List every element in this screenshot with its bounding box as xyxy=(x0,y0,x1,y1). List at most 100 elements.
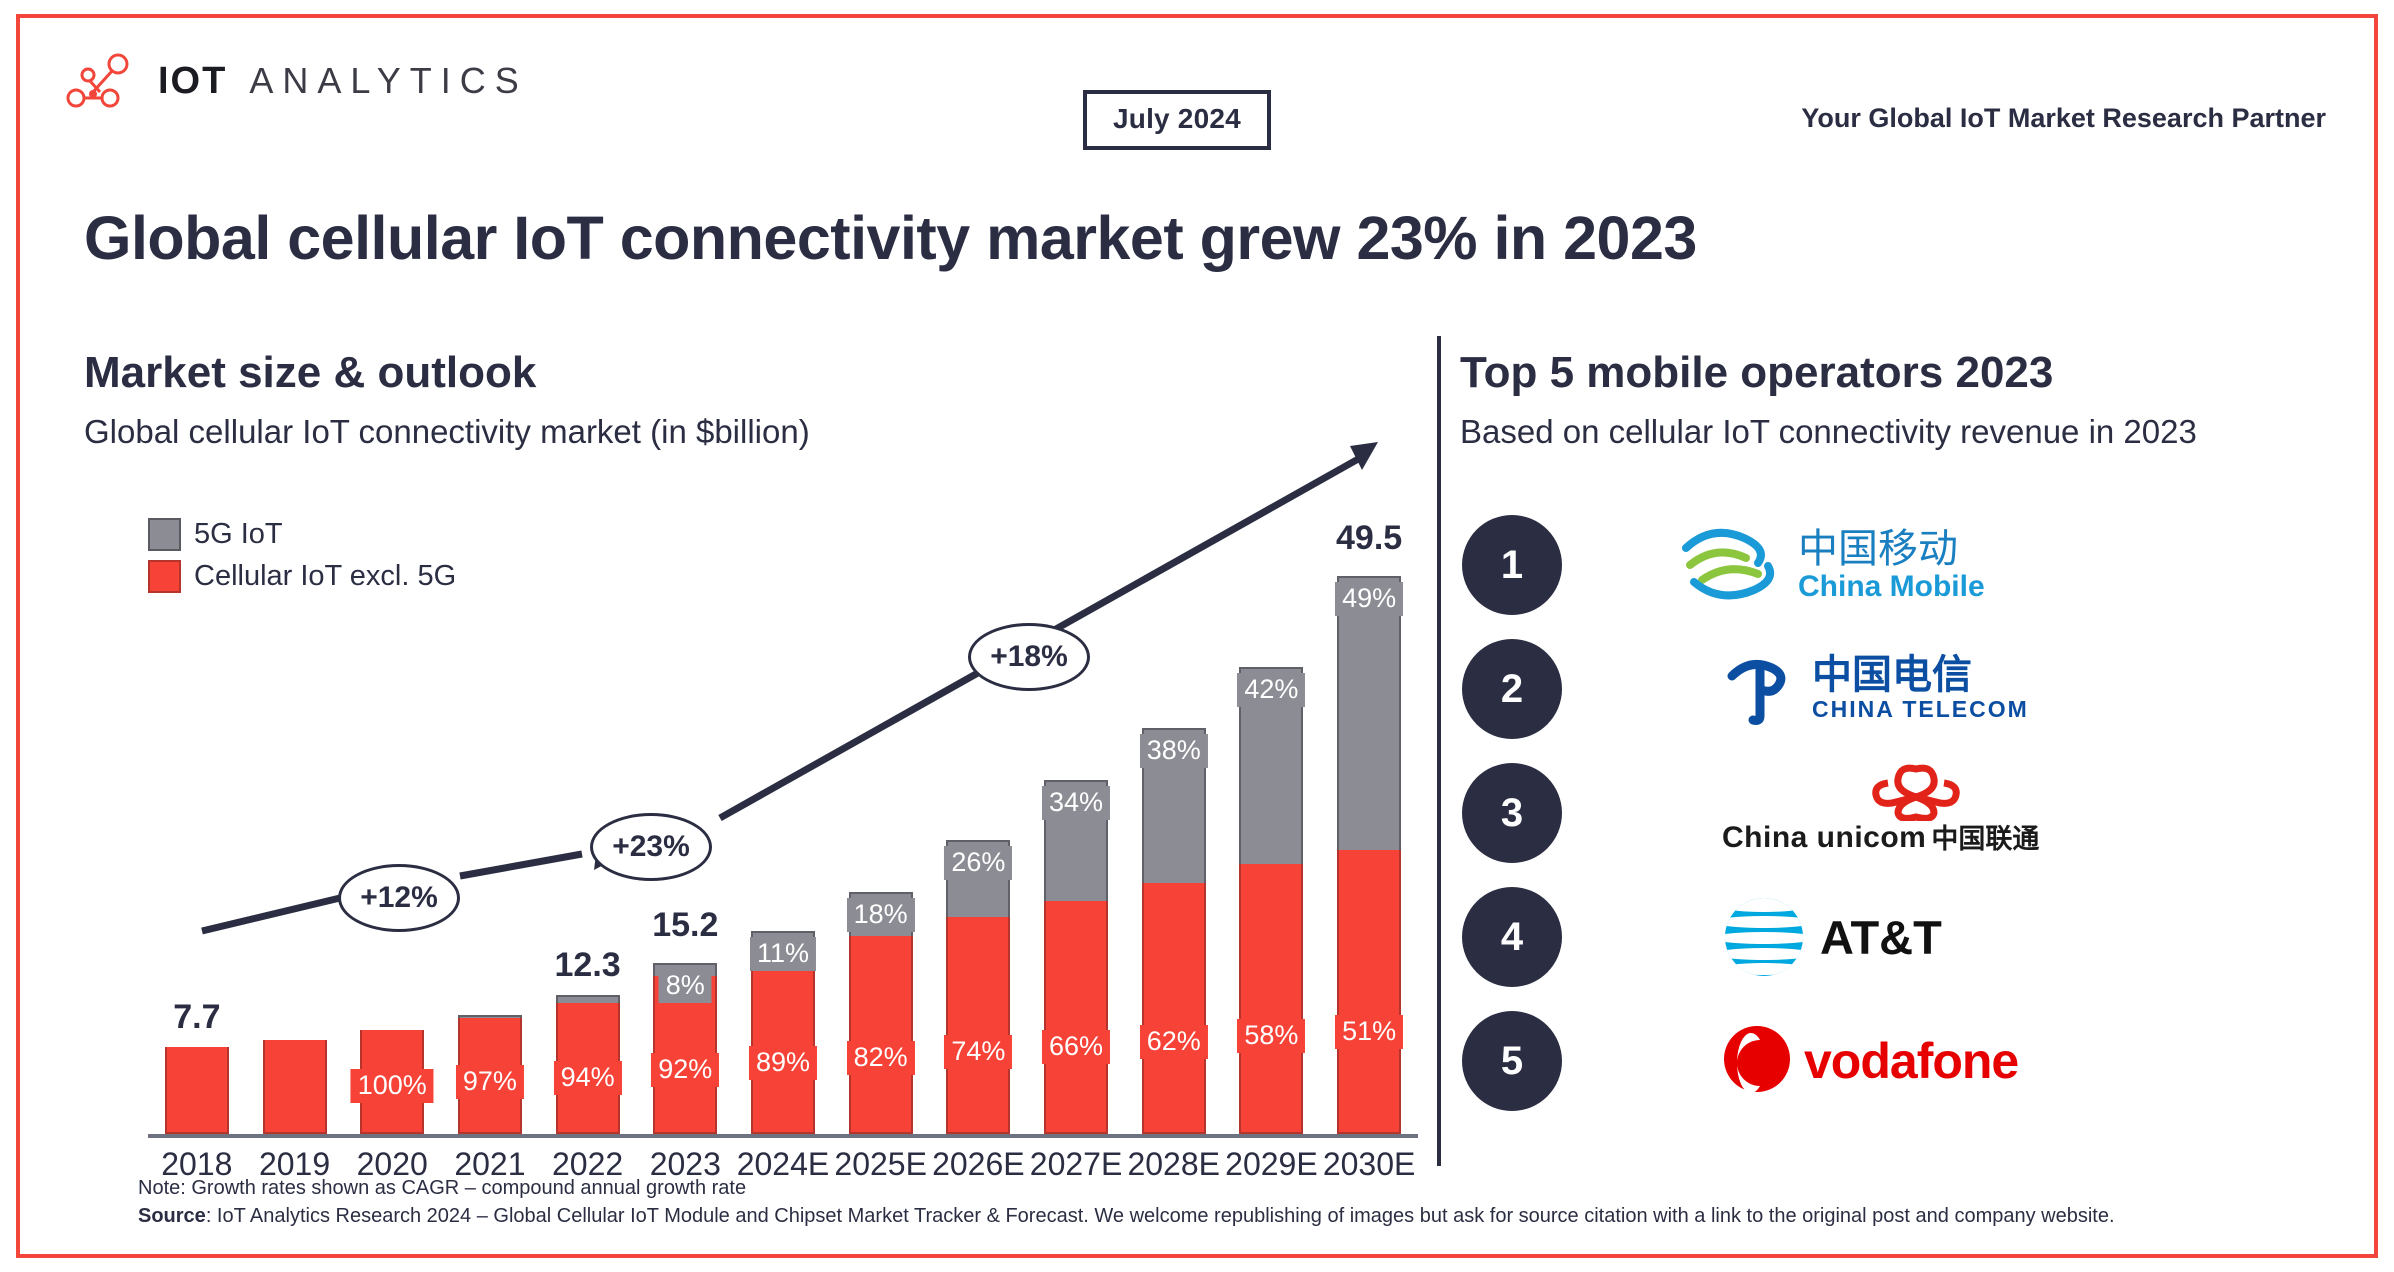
market-size-chart: 7.7 100% 97% 94% 12.3 8% 92% 15.2 11% 89% 18% 82% 26… xyxy=(148,458,1418,1138)
footnote-note: Note: Growth rates shown as CAGR – compo… xyxy=(138,1177,747,1199)
share-label-5g: 34% xyxy=(1042,786,1111,821)
share-label-cellular: 62% xyxy=(1139,1024,1208,1059)
share-label-5g: 38% xyxy=(1139,734,1208,769)
bar-segment-cellular xyxy=(946,916,1011,1134)
x-axis-label: 2020 xyxy=(356,1146,428,1182)
bar-segment-cellular xyxy=(262,1040,327,1134)
vodafone-logo: vodafone xyxy=(1722,1011,2019,1111)
china-mobile-mark-icon xyxy=(1682,528,1775,600)
chart-x-axis xyxy=(148,1134,1418,1138)
bar-segment-cellular xyxy=(164,1047,229,1134)
bar-stack: 7.7 xyxy=(164,998,229,1134)
share-label-cellular: 94% xyxy=(553,1060,622,1095)
att-globe-icon xyxy=(1725,898,1803,976)
x-axis-label: 2019 xyxy=(258,1146,331,1182)
bar-column-2019 xyxy=(246,458,344,1134)
x-axis-label: 2021 xyxy=(454,1146,526,1182)
x-axis-label: 2029E xyxy=(1225,1146,1318,1182)
brand-wordmark: IOT ANALYTICS xyxy=(158,60,528,103)
share-label-cellular: 82% xyxy=(846,1040,915,1075)
china-telecom-mark-icon xyxy=(1727,659,1786,725)
rank-badge: 4 xyxy=(1462,887,1562,987)
x-axis-label: 2023 xyxy=(649,1146,721,1182)
att-wordmark: AT&T xyxy=(1820,910,1942,964)
tagline: Your Global IoT Market Research Partner xyxy=(1801,103,2326,133)
share-label-5g: 11% xyxy=(749,937,816,972)
list-item[interactable]: 1 中国移动 China Mobile xyxy=(1462,503,2362,627)
page-frame: IOT ANALYTICS July 2024 Your Global IoT … xyxy=(16,14,2378,1258)
brand-logo[interactable]: IOT ANALYTICS xyxy=(66,52,528,110)
share-label-cellular: 51% xyxy=(1335,1014,1404,1049)
bar-stack: 34% 66% xyxy=(1042,780,1111,1134)
list-item[interactable]: 3 China unicom xyxy=(1462,751,2362,875)
bar-column-2030e: 49% 51% 49.5 xyxy=(1320,458,1418,1134)
bar-stack: 11% 89% xyxy=(748,931,817,1134)
bar-column-2027e: 34% 66% xyxy=(1027,458,1125,1134)
brand-logo-secondary: ANALYTICS xyxy=(249,59,528,101)
bar-segment-cellular xyxy=(1337,850,1402,1134)
bar-column-2028e: 38% 62% xyxy=(1125,458,1223,1134)
bar-segment-cellular xyxy=(1239,863,1304,1134)
brand-logo-primary: IOT xyxy=(158,59,228,102)
footnote-source-prefix: Source xyxy=(138,1205,206,1227)
share-label-cellular: 89% xyxy=(748,1045,817,1080)
china-mobile-latin: China Mobile xyxy=(1798,569,1985,603)
footnote-source-text: : IoT Analytics Research 2024 – Global C… xyxy=(205,1205,2115,1227)
x-axis-label: 2028E xyxy=(1127,1146,1220,1182)
china-unicom-mark-icon xyxy=(1871,764,1960,821)
vodafone-wordmark: vodafone xyxy=(1804,1033,2019,1089)
legend-item-cellular: Cellular IoT excl. 5G xyxy=(148,560,456,593)
right-panel-heading: Top 5 mobile operators 2023 xyxy=(1460,348,2054,397)
bar-segment-cellular xyxy=(1044,900,1109,1134)
x-axis-label: 2030E xyxy=(1322,1146,1416,1182)
x-axis-label: 2022 xyxy=(552,1146,624,1182)
china-telecom-cjk: 中国电信 xyxy=(1812,653,1972,698)
bar-segment-cellular xyxy=(1141,882,1206,1134)
legend-swatch-cellular xyxy=(148,560,181,593)
share-label-5g: 42% xyxy=(1237,673,1306,708)
operator-list: 1 中国移动 China Mobile xyxy=(1462,503,2362,1123)
bar-column-2018: 7.7 xyxy=(148,458,246,1134)
bar-segment-5g xyxy=(555,995,620,1004)
share-label-5g: 18% xyxy=(846,897,915,932)
bar-segment-5g xyxy=(457,1014,522,1018)
china-unicom-logo: China unicom 中国联通 xyxy=(1722,763,2039,863)
x-axis-label: 2024E xyxy=(736,1146,830,1182)
share-label-5g: 8% xyxy=(658,968,712,1003)
share-label-cellular: 100% xyxy=(350,1068,434,1103)
list-item[interactable]: 5 vodafone xyxy=(1462,999,2362,1123)
china-unicom-text: China unicom 中国联通 xyxy=(1722,823,2039,854)
chart-legend: 5G IoT Cellular IoT excl. 5G xyxy=(148,518,456,602)
bar-stack: 94% 12.3 xyxy=(553,946,622,1134)
legend-label-5g: 5G IoT xyxy=(194,518,283,550)
list-item[interactable]: 2 中国电信 CHINA TELECOM xyxy=(1462,627,2362,751)
iot-network-nodes-icon xyxy=(66,53,129,108)
bar-stack: 42% 58% xyxy=(1237,667,1306,1134)
bar-column-2023: 8% 92% 15.2 xyxy=(636,458,734,1134)
left-panel-heading: Market size & outlook xyxy=(84,348,537,397)
x-axis-label: 2026E xyxy=(932,1146,1025,1182)
bar-column-2020: 100% xyxy=(343,458,441,1134)
legend-item-5g: 5G IoT xyxy=(148,518,456,551)
legend-label-cellular: Cellular IoT excl. 5G xyxy=(194,560,457,592)
bar-column-2025e: 18% 82% xyxy=(832,458,930,1134)
date-badge: July 2024 xyxy=(1083,90,1271,150)
rank-badge: 5 xyxy=(1462,1011,1562,1111)
china-telecom-logo: 中国电信 CHINA TELECOM xyxy=(1722,639,2029,739)
share-label-cellular: 74% xyxy=(944,1034,1013,1069)
header: IOT ANALYTICS July 2024 Your Global IoT … xyxy=(20,18,2374,150)
bar-column-2021: 97% xyxy=(441,458,539,1134)
total-value-label: 7.7 xyxy=(173,998,221,1037)
panel-divider xyxy=(1437,336,1441,1166)
bar-stack: 49% 51% 49.5 xyxy=(1335,519,1404,1134)
bar-stack: 100% xyxy=(350,1030,434,1134)
bar-stack: 8% 92% 15.2 xyxy=(651,906,720,1134)
left-panel-subheading: Global cellular IoT connectivity market … xyxy=(84,413,810,450)
bar-stack: 38% 62% xyxy=(1139,728,1208,1134)
list-item[interactable]: 4 AT xyxy=(1462,875,2362,999)
top-operators-panel: Top 5 mobile operators 2023 Based on cel… xyxy=(1437,18,2394,1254)
total-value-label: 12.3 xyxy=(554,946,621,985)
bar-segment-cellular xyxy=(750,953,815,1134)
bar-stack: 26% 74% xyxy=(944,839,1013,1134)
